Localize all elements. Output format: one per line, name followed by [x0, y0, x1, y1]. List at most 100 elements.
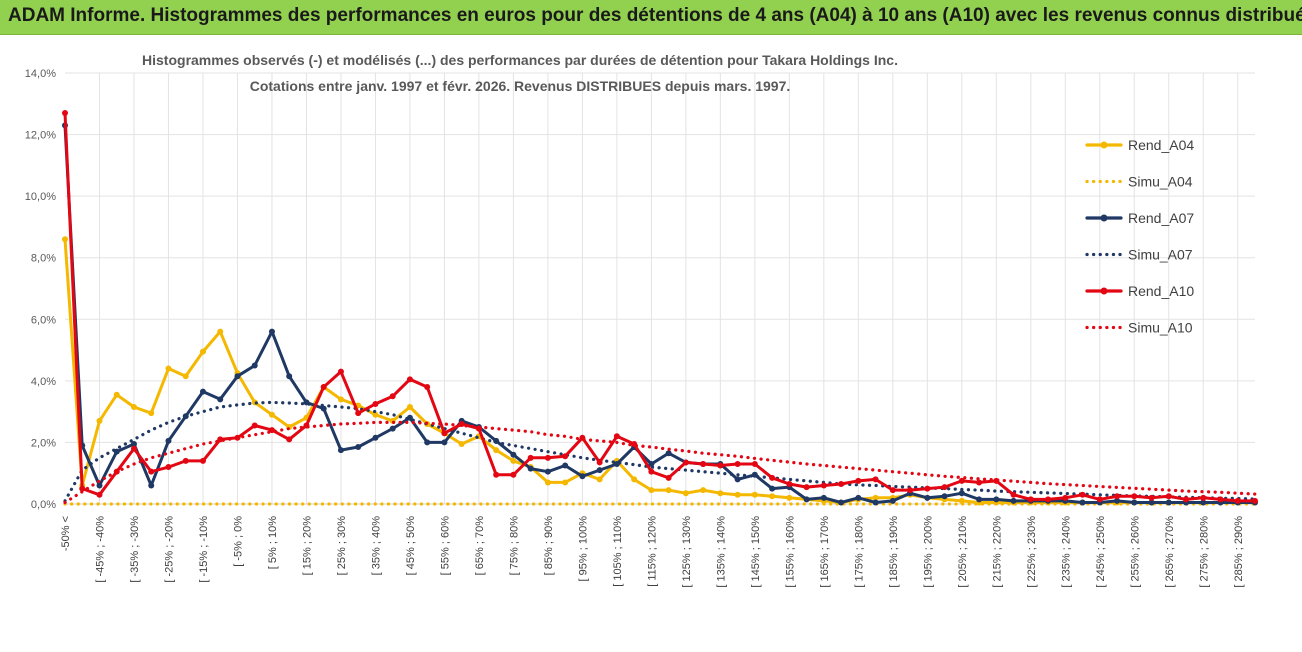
data-point-rend-a10: [337, 368, 344, 375]
data-point-rend-a07: [1165, 499, 1172, 506]
data-point-rend-a10: [389, 393, 396, 400]
data-point-rend-a07: [424, 439, 431, 446]
y-tick-label: 12,0%: [25, 130, 56, 142]
data-point-rend-a04: [682, 490, 689, 497]
data-point-rend-a10: [493, 471, 500, 478]
data-point-rend-a07: [1114, 497, 1121, 504]
data-point-rend-a07: [803, 496, 810, 503]
x-tick-label: [ 25% ; 30%: [336, 516, 348, 576]
data-point-rend-a04: [958, 497, 965, 504]
data-point-rend-a10: [769, 474, 776, 481]
y-tick-label: 10,0%: [25, 191, 56, 203]
data-point-rend-a07: [889, 497, 896, 504]
data-point-rend-a07: [1200, 499, 1207, 506]
performance-histogram-chart: 0,0% 2,0% 4,0% 6,0% 8,0% 10,0% 12,0% 14,0% -50% …: [0, 35, 1302, 647]
data-point-rend-a04: [130, 404, 137, 411]
data-point-rend-a07: [389, 425, 396, 432]
data-point-rend-a10: [1234, 497, 1241, 504]
data-point-rend-a07: [372, 434, 379, 441]
data-point-rend-a07: [596, 467, 603, 474]
data-point-rend-a07: [527, 465, 534, 472]
data-point-rend-a10: [372, 400, 379, 407]
data-point-rend-a10: [717, 462, 724, 469]
x-tick-label: [ -5% ; 0%: [232, 516, 244, 567]
data-point-rend-a07: [976, 496, 983, 503]
data-point-rend-a07: [924, 494, 931, 501]
x-tick-label: [ 215% ; 220%: [991, 516, 1003, 588]
data-point-rend-a10: [148, 468, 155, 475]
x-tick-label: [ 235% ; 240%: [1060, 516, 1072, 588]
data-point-rend-a04: [734, 491, 741, 498]
data-point-rend-a07: [251, 362, 258, 369]
data-point-rend-a10: [907, 487, 914, 494]
data-point-rend-a10: [1165, 493, 1172, 500]
data-point-rend-a10: [441, 430, 448, 437]
data-point-rend-a10: [855, 477, 862, 484]
data-point-rend-a10: [1079, 491, 1086, 498]
data-point-rend-a10: [1096, 496, 1103, 503]
data-point-rend-a04: [493, 447, 500, 454]
data-point-rend-a07: [217, 396, 224, 403]
data-point-rend-a07: [562, 462, 569, 469]
data-point-rend-a10: [406, 376, 413, 383]
data-point-rend-a10: [165, 464, 172, 471]
data-point-rend-a04: [562, 479, 569, 486]
data-point-rend-a10: [130, 445, 137, 452]
data-point-rend-a07: [320, 405, 327, 412]
chart-title-line2: Cotations entre janv. 1997 et févr. 2026…: [250, 78, 791, 94]
legend-marker: [1100, 141, 1108, 149]
legend-marker: [1100, 214, 1108, 222]
data-point-rend-a10: [1062, 494, 1069, 501]
report-banner-title: ADAM Informe. Histogrammes des performan…: [8, 5, 1302, 26]
data-point-rend-a07: [130, 440, 137, 447]
data-point-rend-a10: [251, 422, 258, 429]
x-tick-label: [ 255% ; 260%: [1129, 516, 1141, 588]
data-point-rend-a10: [355, 410, 362, 417]
data-point-rend-a04: [769, 493, 776, 500]
data-point-rend-a10: [838, 480, 845, 487]
data-point-rend-a07: [769, 485, 776, 492]
data-point-rend-a07: [1148, 499, 1155, 506]
data-point-rend-a04: [62, 236, 68, 243]
x-tick-label: [ -45% ; -40%: [94, 516, 106, 583]
data-point-rend-a10: [1027, 496, 1034, 503]
data-point-rend-a07: [165, 437, 172, 444]
legend-label: Rend_A04: [1128, 137, 1194, 153]
data-point-rend-a10: [889, 487, 896, 494]
data-point-rend-a07: [941, 493, 948, 500]
data-point-rend-a10: [665, 474, 672, 481]
data-point-rend-a10: [1114, 493, 1121, 500]
data-point-rend-a10: [976, 479, 983, 486]
data-point-rend-a04: [113, 391, 120, 398]
chart-title-line1: Histogrammes observés (-) et modélisés (…: [142, 52, 898, 68]
data-point-rend-a07: [734, 476, 741, 483]
data-point-rend-a04: [372, 411, 379, 418]
data-point-rend-a04: [544, 479, 551, 486]
data-point-rend-a10: [751, 460, 758, 467]
data-point-rend-a10: [682, 459, 689, 466]
data-point-rend-a04: [182, 373, 189, 380]
x-tick-label: [ 35% ; 40%: [370, 516, 382, 576]
data-point-rend-a07: [148, 482, 155, 489]
x-tick-label: [ 145% ; 150%: [750, 516, 762, 588]
data-point-rend-a07: [1131, 499, 1138, 506]
data-point-rend-a07: [1079, 499, 1086, 506]
y-tick-label: 6,0%: [31, 314, 56, 326]
legend-label: Rend_A10: [1128, 283, 1194, 299]
legend-marker: [1100, 287, 1108, 295]
data-point-rend-a10: [1010, 491, 1017, 498]
x-tick-label: [ -25% ; -20%: [163, 516, 175, 583]
x-tick-label: [ 75% ; 80%: [508, 516, 520, 576]
x-tick-label: [ 285% ; 290%: [1233, 516, 1245, 588]
x-tick-label: [ 135% ; 140%: [715, 516, 727, 588]
data-point-rend-a10: [803, 484, 810, 491]
x-tick-label: [ 225% ; 230%: [1026, 516, 1038, 588]
data-point-rend-a07: [1010, 497, 1017, 504]
x-tick-label: [ 95% ; 100%: [577, 516, 589, 582]
legend-label: Simu_A04: [1128, 174, 1193, 190]
series-line-rend-a07: [63, 123, 1257, 504]
x-tick-label: [ 265% ; 270%: [1164, 516, 1176, 588]
data-point-rend-a10: [941, 484, 948, 491]
data-point-rend-a10: [734, 460, 741, 467]
